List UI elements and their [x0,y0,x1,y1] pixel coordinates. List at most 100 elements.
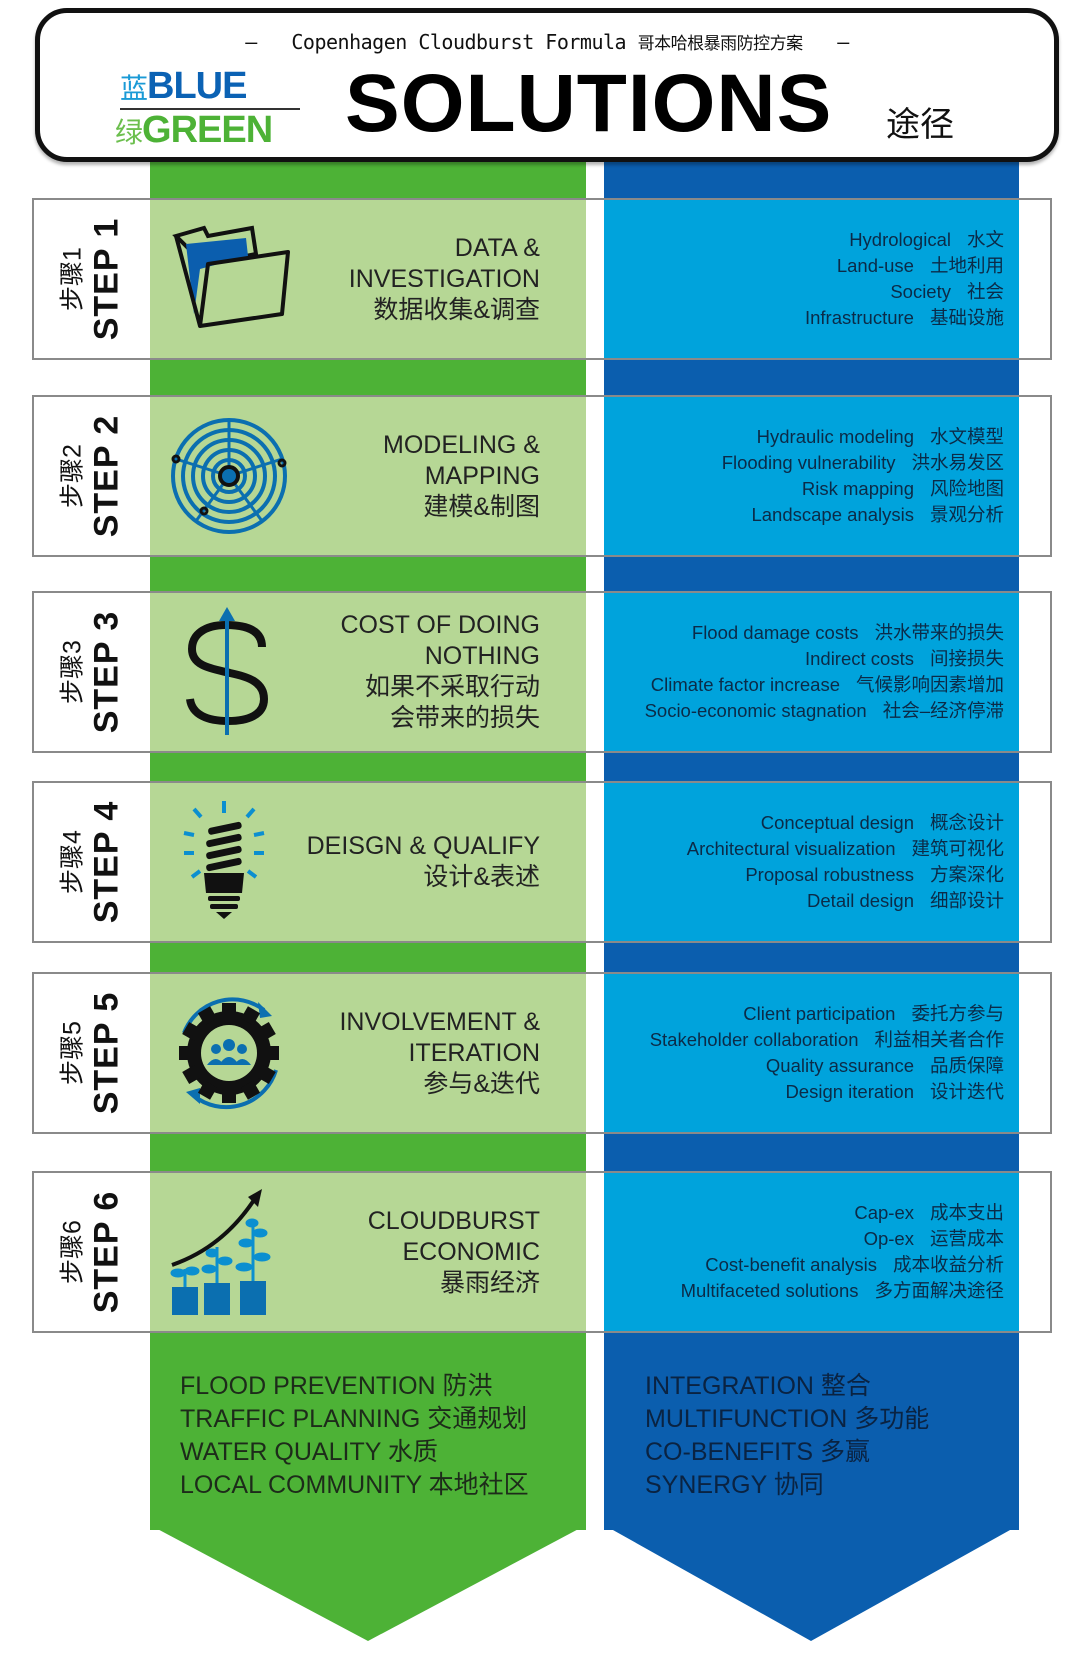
list-item: Stakeholder collaboration 利益相关者合作 [650,1027,1004,1053]
item-en: Land-use [836,255,914,276]
list-item: Detail design 细部设计 [807,888,1004,914]
item-cn: 委托方参与 [911,1003,1004,1024]
blue-panel [604,1173,1019,1331]
outcome-item: FLOOD PREVENTION 防洪 [180,1372,493,1400]
radar-map-icon [164,411,294,541]
item-cn: 水文模型 [929,426,1004,447]
item-en: Op-ex [863,1228,914,1249]
item-en: Socio-economic stagnation [644,700,867,721]
item-en: Architectural visualization [686,838,896,859]
step-label-en: STEP 3 [87,610,126,734]
step-items: Client participation 委托方参与 Stakeholder col… [604,974,1004,1132]
list-item: Land-use 土地利用 [837,253,1004,279]
list-item: Indirect costs 间接损失 [805,646,1004,672]
step-items: Hydrological 水文 Land-use 土地利用 Society 社会 Infra… [604,200,1004,358]
blue-panel [604,200,1019,358]
item-en: Hydrological [849,229,951,250]
step-items: Flood damage costs 洪水带来的损失 Indirect costs 间… [604,593,1004,751]
step-title-line: 如果不采取行动 [364,673,540,701]
item-en: Infrastructure [804,307,914,328]
step-label-en: STEP 5 [87,991,126,1115]
item-cn: 运营成本 [929,1228,1004,1249]
list-item: Conceptual design 概念设计 [761,810,1004,836]
step-title-line: 建模&制图 [423,492,540,521]
step-title: COST OF DOING NOTHING 如果不采取行动 会带来的损失 [150,593,550,751]
step-row: STEP 5 步骤5 INVOLVEMENT & ITERATION 参与&迭代 Cl… [32,972,1052,1134]
step-title-line: DATA & [454,233,540,262]
step-label-cn: 步骤3 [58,640,87,704]
green-outcomes: FLOOD PREVENTION 防洪 TRAFFIC PLANNING 交通规… [180,1370,529,1502]
item-en: Detail design [807,890,914,911]
item-en: Landscape analysis [751,504,914,525]
item-en: Flood damage costs [691,622,859,643]
blue-panel [604,974,1019,1132]
step-label-cn: 步骤6 [58,1220,87,1284]
item-en: Conceptual design [760,812,914,833]
step-title-line: 数据收集&调查 [373,295,540,324]
step-title-line: ITERATION [408,1038,540,1067]
step-title-line: ECONOMIC [402,1237,541,1266]
list-item: Design iteration 设计迭代 [785,1079,1004,1105]
list-item: Hydraulic modeling 水文模型 [757,424,1004,450]
subtitle-en: Copenhagen Cloudburst Formula [291,30,627,54]
step-items: Cap-ex 成本支出 Op-ex 运营成本 Cost-benefit analysis… [604,1173,1004,1331]
dollar-arrow-icon [164,607,294,737]
item-en: Client participation [743,1003,896,1024]
item-en: Indirect costs [804,648,914,669]
list-item: Risk mapping 风险地图 [802,476,1004,502]
list-item: Multifaceted solutions 多方面解决途径 [681,1278,1004,1304]
step-title-line: INVESTIGATION [348,264,540,293]
item-en: Quality assurance [765,1055,914,1076]
header: – Copenhagen Cloudburst Formula 哥本哈根暴雨防控… [35,8,1059,162]
item-cn: 社会 [966,281,1004,302]
step-label: STEP 6 步骤6 [34,1173,150,1331]
step-label-en: STEP 4 [87,800,126,924]
step-title: DATA & INVESTIGATION 数据收集&调查 [150,200,550,358]
step-label-en: STEP 2 [87,414,126,538]
step-label-cn: 步骤4 [58,830,87,894]
outcome-item: INTEGRATION 整合 [645,1372,871,1400]
step-title-line: 暴雨经济 [439,1268,540,1297]
item-cn: 成本收益分析 [892,1254,1004,1275]
green-panel [150,200,586,358]
item-en: Cap-ex [854,1202,914,1223]
list-item: Op-ex 运营成本 [864,1226,1004,1252]
item-en: Proposal robustness [745,864,914,885]
step-label-en: STEP 1 [87,217,126,341]
green-chevron [150,1520,586,1641]
step-title: INVOLVEMENT & ITERATION 参与&迭代 [150,974,550,1132]
item-en: Stakeholder collaboration [649,1029,859,1050]
list-item: Hydrological 水文 [849,227,1004,253]
list-item: Architectural visualization 建筑可视化 [687,836,1004,862]
step-row: STEP 2 步骤2 MODELING & MAPPING 建模&制图 Hydraul… [32,395,1052,557]
item-cn: 利益相关者合作 [874,1029,1004,1050]
list-item: Flooding vulnerability 洪水易发区 [722,450,1004,476]
blue-panel [604,783,1019,941]
step-label: STEP 2 步骤2 [34,397,150,555]
blue-chevron [604,1520,1019,1641]
lightbulb-icon [164,797,294,927]
item-cn: 风险地图 [929,478,1004,499]
item-en: Hydraulic modeling [756,426,914,447]
step-title-line: NOTHING [424,642,540,670]
list-item: Society 社会 [890,279,1004,305]
item-cn: 气候影响因素增加 [855,674,1004,695]
item-cn: 水文 [966,229,1004,250]
dash: – [245,30,257,54]
item-cn: 建筑可视化 [911,838,1004,859]
item-cn: 设计迭代 [929,1081,1004,1102]
subtitle: – Copenhagen Cloudburst Formula 哥本哈根暴雨防控… [40,29,1054,54]
item-cn: 多方面解决途径 [874,1280,1004,1301]
item-cn: 土地利用 [929,255,1004,276]
step-title-line: 参与&迭代 [423,1069,540,1098]
list-item: Climate factor increase 气候影响因素增加 [651,672,1004,698]
step-title-line: COST OF DOING [340,611,540,639]
list-item: Proposal robustness 方案深化 [745,862,1004,888]
logo-green: 绿GREEN [115,109,273,151]
step-label-en: STEP 6 [87,1190,126,1314]
item-en: Society [890,281,951,302]
outcome-item: WATER QUALITY 水质 [180,1438,438,1466]
blue-panel [604,593,1019,751]
item-cn: 品质保障 [929,1055,1004,1076]
step-title-line: CLOUDBURST [367,1206,540,1235]
